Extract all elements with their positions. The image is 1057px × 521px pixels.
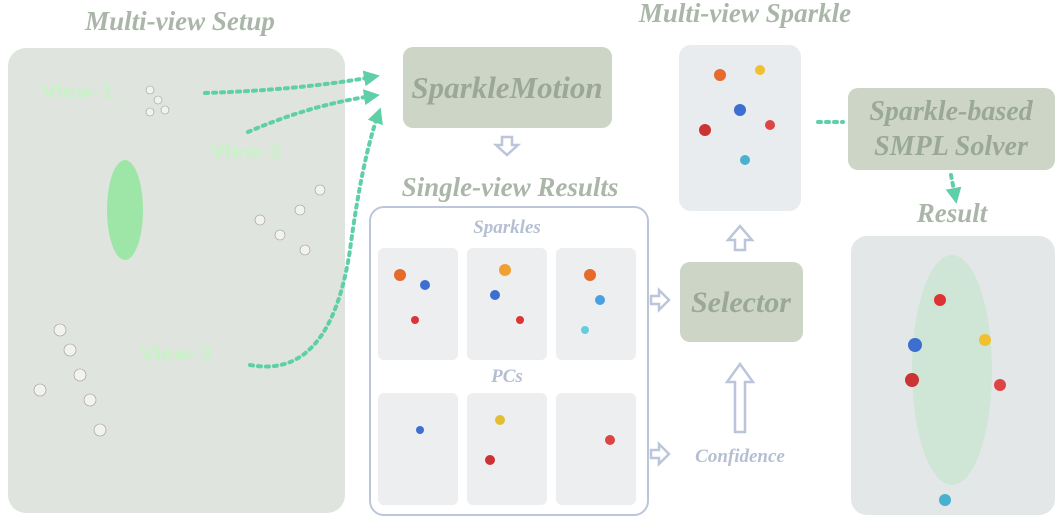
result-title: Result xyxy=(916,198,989,228)
arrow xyxy=(496,137,518,155)
human-figure xyxy=(107,160,143,260)
selector-label: Selector xyxy=(691,286,791,319)
multi-view-thumb xyxy=(679,45,801,211)
arrow xyxy=(728,226,752,250)
motion-label: SparkleMotion xyxy=(411,70,602,105)
setup-title: Multi-view Setup xyxy=(84,6,275,36)
multi-view-title: Multi-view Sparkle xyxy=(638,0,851,28)
arrow xyxy=(951,175,955,196)
solver-label: Sparkle-based xyxy=(869,96,1033,127)
view-label: View-2 xyxy=(210,141,282,163)
arrow xyxy=(651,444,669,464)
solver-label: SMPL Solver xyxy=(874,131,1029,162)
result-body xyxy=(912,255,992,485)
setup-panel xyxy=(8,48,345,513)
diagram: Multi-view Setup View-1 View-2 View-3 Sp… xyxy=(0,0,1057,521)
pcs-label: PCs xyxy=(490,366,523,387)
single-view-title: Single-view Results xyxy=(402,172,619,202)
confidence-label: Confidence xyxy=(695,446,785,467)
view-label: View-3 xyxy=(140,343,212,365)
arrow xyxy=(651,290,669,310)
arrow xyxy=(727,364,753,432)
sparkles-label: Sparkles xyxy=(473,217,541,238)
view-label: View-1 xyxy=(42,81,114,103)
